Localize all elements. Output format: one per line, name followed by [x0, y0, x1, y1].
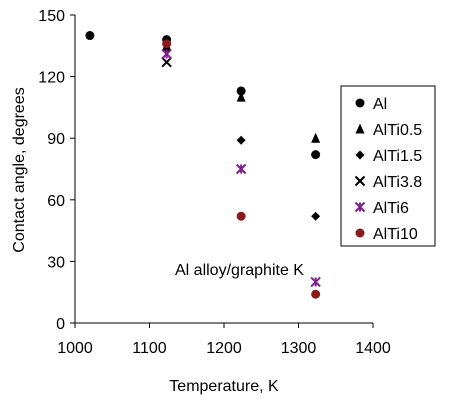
legend-label: Al — [373, 96, 387, 113]
legend-label: AlTi10 — [373, 226, 418, 243]
y-tick-label: 30 — [47, 254, 65, 271]
data-point — [236, 86, 246, 96]
data-point — [162, 39, 172, 49]
data-point — [311, 289, 321, 299]
legend-label: AlTi6 — [373, 200, 409, 217]
data-points — [85, 31, 321, 299]
y-tick-label: 60 — [47, 193, 65, 210]
legend-marker — [355, 123, 365, 134]
data-point — [161, 48, 172, 60]
legend-box — [340, 85, 436, 247]
data-point — [236, 211, 246, 221]
data-point — [235, 163, 247, 175]
legend-label: AlTi3.8 — [373, 174, 422, 191]
legend-marker — [355, 150, 365, 160]
x-tick-label: 1100 — [132, 340, 167, 357]
data-point — [311, 150, 321, 160]
data-point — [236, 91, 246, 102]
y-tick-label: 90 — [47, 131, 65, 148]
legend-marker — [355, 228, 365, 238]
data-point — [311, 211, 321, 221]
x-tick-label: 1400 — [355, 340, 391, 357]
data-point — [311, 132, 321, 143]
x-tick-label: 1200 — [206, 340, 242, 357]
data-point — [310, 276, 321, 288]
legend: Al AlTi0.5 AlTi1.5 AlTi3.8 AlTi6 AlTi10 — [340, 85, 436, 247]
data-point — [236, 135, 246, 145]
legend-marker — [354, 175, 366, 187]
chart-annotation: Al alloy/graphite K — [175, 262, 304, 279]
legend-marker — [355, 98, 365, 108]
legend-label: AlTi0.5 — [373, 122, 422, 139]
axis-ticks: 0 30 60 90 120 150 1000 1100 1200 1300 1400 — [38, 8, 391, 357]
x-tick-label: 1000 — [57, 340, 93, 357]
y-axis-label: Contact angle, degrees — [11, 87, 28, 252]
x-axis-label: Temperature, K — [169, 378, 279, 395]
y-tick-label: 0 — [56, 316, 65, 333]
x-tick-label: 1300 — [281, 340, 317, 357]
data-point — [85, 31, 95, 41]
legend-label: AlTi1.5 — [373, 148, 422, 165]
y-tick-label: 150 — [38, 8, 65, 25]
legend-marker — [354, 201, 366, 213]
data-point — [161, 57, 172, 68]
y-tick-label: 120 — [38, 70, 65, 87]
